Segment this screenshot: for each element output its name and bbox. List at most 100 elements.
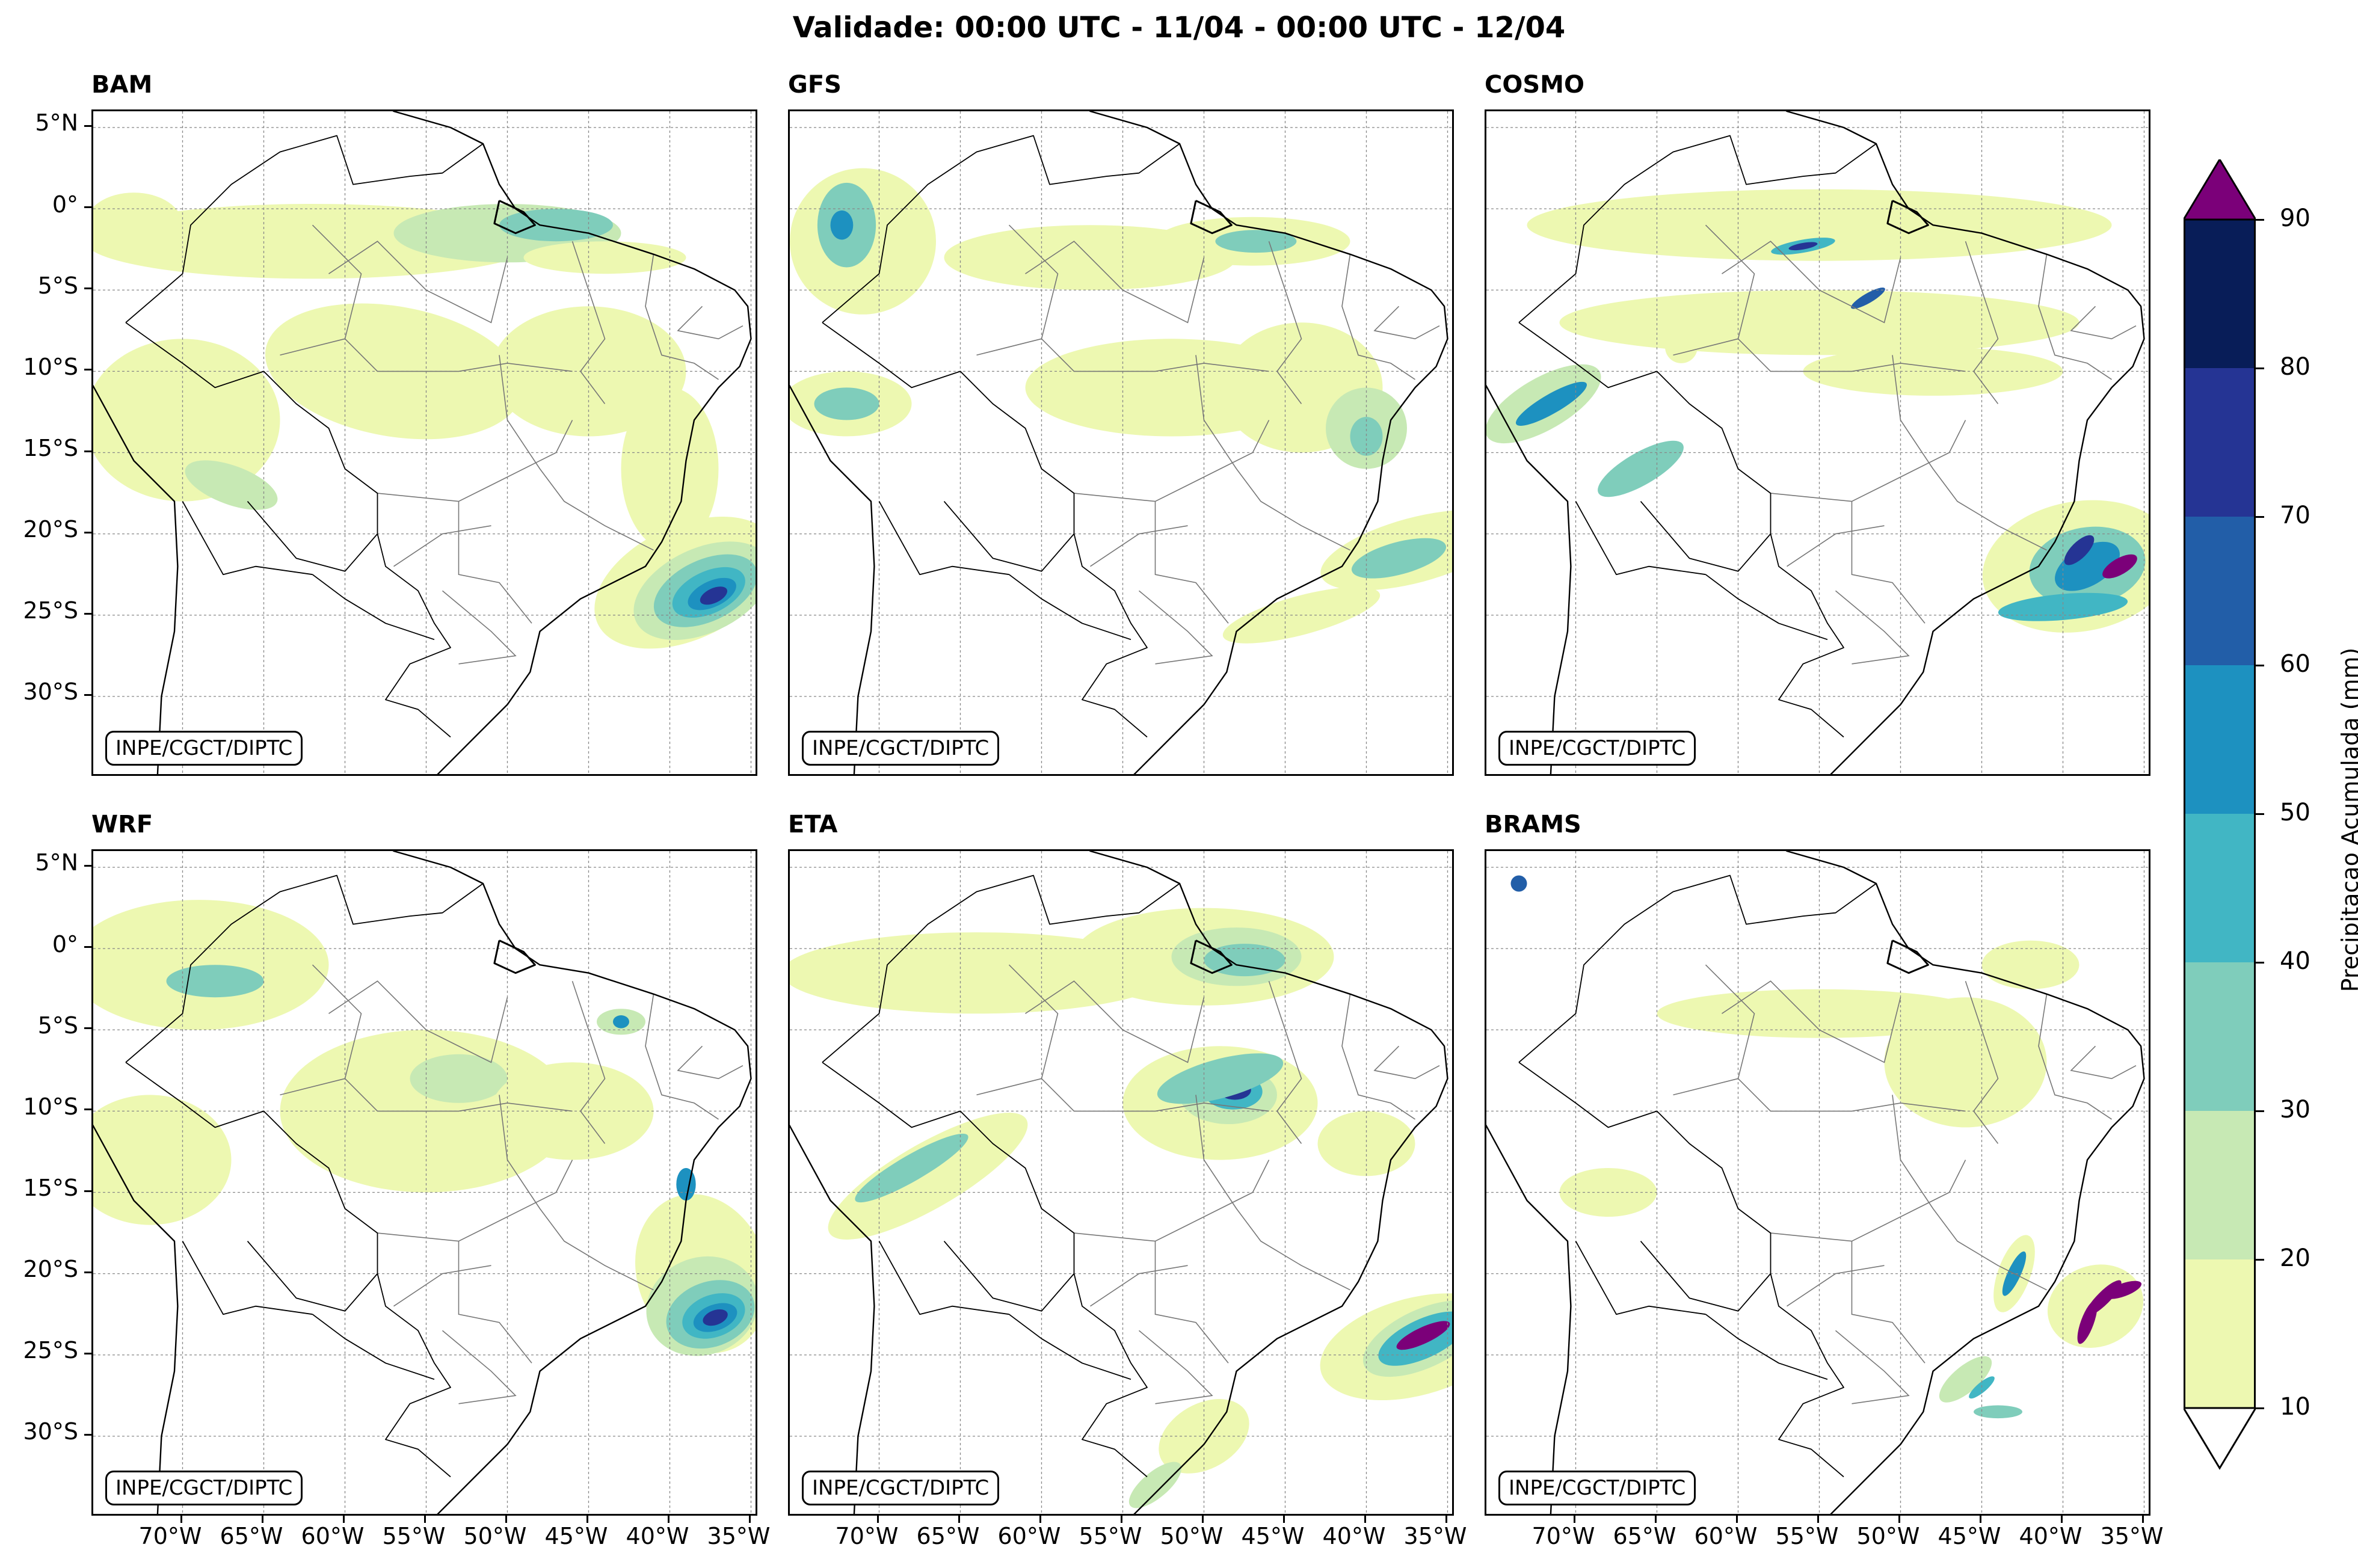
axis-tick	[1655, 1516, 1657, 1523]
lat-label-5s-bottom: 5°S	[37, 1012, 78, 1039]
pacific-coastline	[790, 384, 875, 774]
state-border	[1341, 994, 1415, 1120]
credit-box: INPE/CGCT/DIPTC	[105, 1471, 303, 1505]
state-border	[645, 994, 719, 1120]
state-border	[458, 501, 532, 624]
country-border	[943, 1241, 1075, 1312]
map-svg	[790, 111, 1452, 774]
state-border	[1787, 525, 1885, 567]
precip-area	[1974, 1405, 2022, 1419]
state-border	[1851, 501, 1925, 624]
axis-tick	[2256, 1259, 2264, 1261]
precip-area	[2077, 1300, 2098, 1344]
lon-label: 55°W	[382, 1523, 446, 1549]
marajo-island	[493, 939, 536, 974]
country-border	[1705, 574, 1828, 641]
lon-label: 55°W	[1079, 1523, 1142, 1549]
lon-label: 40°W	[626, 1523, 689, 1549]
colorbar-tick-50: 50	[2280, 799, 2310, 826]
map-panel-gfs: INPE/CGCT/DIPTC	[788, 109, 1454, 776]
colorbar-title: Precipitacao Acumulada (mm)	[2337, 647, 2358, 992]
country-border	[1518, 1062, 1844, 1478]
state-borders	[1673, 224, 2137, 665]
precip-area	[93, 900, 329, 1030]
panel-title-cosmo: COSMO	[1485, 71, 1584, 99]
precip-area	[2064, 535, 2095, 565]
state-border	[2038, 254, 2112, 380]
state-border	[1041, 338, 1269, 372]
state-borders	[280, 964, 743, 1404]
state-border	[1722, 241, 1901, 324]
precip-area	[93, 192, 183, 258]
state-border	[499, 355, 654, 551]
state-border	[1138, 590, 1213, 665]
precipitation-field	[1510, 875, 2144, 1419]
panel-title-gfs: GFS	[788, 71, 842, 99]
state-border	[1373, 1045, 1440, 1080]
lon-label: 45°W	[544, 1523, 608, 1549]
coastlines	[1486, 111, 2145, 774]
state-border	[1787, 1265, 1885, 1307]
lon-label: 50°W	[1160, 1523, 1224, 1549]
state-border	[1268, 241, 1302, 404]
marajo-island	[1886, 200, 1929, 235]
state-border	[442, 1330, 517, 1404]
state-border	[1835, 1330, 1910, 1404]
precipitation-field	[790, 908, 1452, 1508]
state-border	[1770, 1160, 1966, 1242]
axis-tick	[668, 1516, 670, 1523]
precip-area	[491, 1062, 654, 1160]
state-border	[1195, 355, 1350, 551]
country-border	[1518, 875, 1877, 1063]
coastline	[1785, 111, 2145, 774]
graticule	[93, 111, 756, 774]
axis-tick	[958, 1516, 960, 1523]
state-border	[1835, 590, 1910, 665]
state-border	[1737, 338, 1966, 372]
colorbar-segment	[2184, 368, 2256, 517]
lon-label: 65°W	[1613, 1523, 1676, 1549]
axis-tick	[84, 1108, 91, 1110]
graticule	[790, 111, 1452, 774]
state-border	[677, 306, 743, 340]
pacific-coastline	[790, 1124, 875, 1514]
country-border	[1705, 1314, 1828, 1380]
axis-tick	[343, 1516, 345, 1523]
lon-label: 60°W	[997, 1523, 1061, 1549]
state-border	[976, 964, 1059, 1096]
credit-box: INPE/CGCT/DIPTC	[802, 1471, 1000, 1505]
axis-tick	[84, 1271, 91, 1273]
lat-label-20s-top: 20°S	[23, 516, 78, 543]
state-border	[1341, 254, 1415, 380]
country-border	[1575, 1241, 1706, 1315]
lat-label-25s-bottom: 25°S	[23, 1337, 78, 1364]
axis-tick	[2256, 1407, 2264, 1409]
axis-tick	[877, 1516, 879, 1523]
lon-label: 40°W	[1322, 1523, 1386, 1549]
axis-tick	[2256, 962, 2264, 964]
lat-label-10s-top: 10°S	[23, 354, 78, 380]
country-border	[1008, 574, 1131, 641]
state-border	[1138, 1330, 1213, 1404]
axis-tick	[749, 1516, 751, 1523]
precip-area	[830, 210, 854, 240]
precipitation-field	[93, 900, 756, 1356]
state-border	[1195, 1095, 1350, 1291]
country-border	[878, 1241, 1009, 1315]
lon-label: 50°W	[463, 1523, 527, 1549]
map-panel-brams: INPE/CGCT/DIPTC	[1485, 849, 2150, 1516]
axis-tick	[505, 1516, 507, 1523]
precip-area	[1981, 940, 2079, 989]
state-border	[1154, 501, 1229, 624]
lon-label: 40°W	[2019, 1523, 2082, 1549]
precip-area	[1598, 440, 1684, 497]
map-svg	[93, 851, 756, 1514]
coastlines	[790, 111, 1448, 774]
precip-area	[828, 1113, 1028, 1240]
state-border	[1851, 1241, 1925, 1364]
axis-tick	[1202, 1516, 1204, 1523]
precip-area	[1351, 538, 1447, 579]
colorbar-tick-20: 20	[2280, 1244, 2310, 1272]
map-svg	[790, 851, 1452, 1514]
precip-area	[1215, 230, 1297, 253]
